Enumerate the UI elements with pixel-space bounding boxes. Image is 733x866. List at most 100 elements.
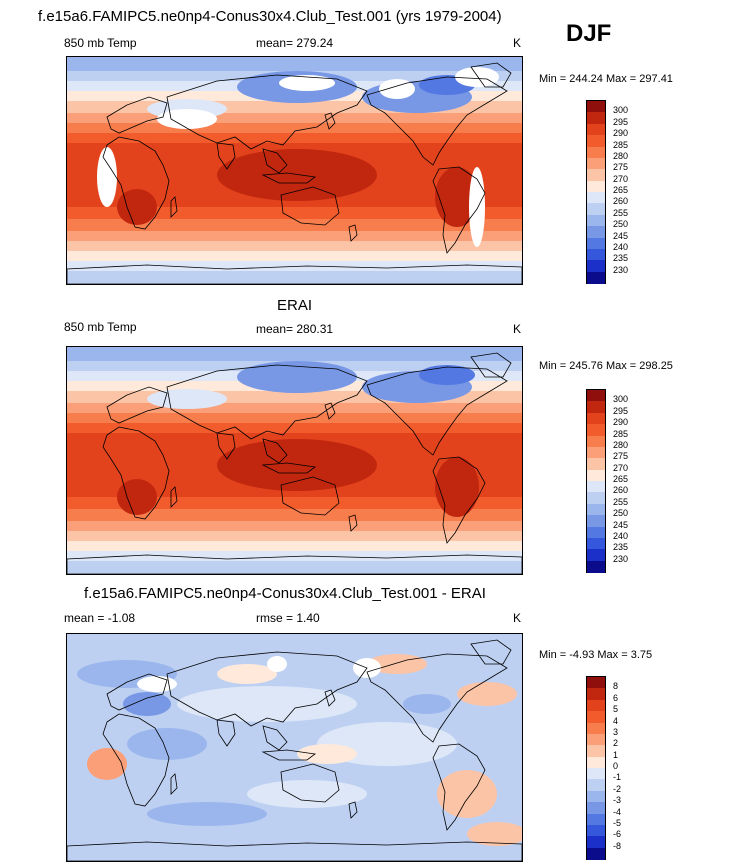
- colorbar-swatch: [587, 699, 605, 712]
- difference-blob: [127, 728, 207, 760]
- colorbar-tick-label: -5: [613, 817, 622, 828]
- colorbar-tick-label: 8: [613, 681, 619, 692]
- colorbar-tick-label: 275: [613, 162, 629, 173]
- season-label: DJF: [566, 20, 612, 47]
- colorbar-swatch: [587, 779, 605, 792]
- coastline-asia: [166, 364, 368, 440]
- warm-pool: [217, 439, 377, 491]
- colorbar-swatch: [587, 813, 605, 826]
- panel1-units: K: [513, 36, 522, 50]
- colorbar-tick-label: 2: [613, 738, 619, 749]
- coastline-namer: [366, 366, 508, 456]
- colorbar-tick-label: 245: [613, 519, 629, 530]
- temperature-band: [67, 261, 522, 271]
- colorbar-tick-label: 230: [613, 264, 629, 275]
- coastline-europe: [106, 673, 168, 711]
- colorbar-tick-label: 295: [613, 116, 629, 127]
- colorbar-tick-label: 255: [613, 496, 629, 507]
- colorbar-tick-label: 300: [613, 105, 629, 116]
- colorbar-swatch: [587, 112, 605, 125]
- colorbar-swatch: [587, 248, 605, 261]
- coastline-seasia: [262, 148, 288, 174]
- colorbar-swatch: [587, 688, 605, 701]
- coastline-india: [216, 142, 236, 170]
- cold-region: [147, 389, 227, 409]
- coastline-nz: [348, 801, 358, 819]
- panel2-minmax: Min = 245.76 Max = 298.25: [539, 360, 673, 372]
- coastline-africa: [102, 426, 170, 520]
- colorbar-tick-label: 265: [613, 474, 629, 484]
- coastline-asia: [166, 651, 368, 727]
- masked-area: [455, 67, 499, 87]
- colorbar-swatch: [587, 677, 605, 689]
- coastline-indon: [261, 172, 317, 184]
- temperature-band: [67, 347, 522, 361]
- colorbar-swatch: [587, 847, 605, 860]
- warm-pool: [217, 149, 377, 201]
- masked-area: [279, 75, 335, 91]
- panel3-colorbar: [586, 676, 606, 860]
- colorbar-swatch: [587, 790, 605, 803]
- coastline-namer: [366, 76, 508, 166]
- colorbar-tick-label: 3: [613, 726, 619, 737]
- coastline-antarc: [67, 264, 522, 284]
- masked-area: [267, 656, 287, 672]
- panel3-mean: mean = -1.08: [64, 611, 136, 625]
- colorbar-swatch: [587, 836, 605, 849]
- colorbar-swatch: [587, 492, 605, 505]
- coastline-africa: [102, 136, 170, 230]
- panel3-title: f.e15a6.FAMIPC5.ne0np4-Conus30x4.Club_Te…: [84, 585, 486, 602]
- colorbar-swatch: [587, 768, 605, 780]
- difference-blob: [297, 744, 357, 764]
- colorbar-tick-label: 295: [613, 405, 629, 416]
- coastline-madag: [170, 773, 178, 795]
- panel1-minmax: Min = 244.24 Max = 297.41: [539, 73, 673, 85]
- coastline-greenl: [470, 639, 512, 665]
- temperature-band: [67, 541, 522, 551]
- colorbar-tick-label: 240: [613, 241, 629, 252]
- colorbar-swatch: [587, 214, 605, 227]
- colorbar-tick-label: 250: [613, 219, 629, 230]
- masked-area: [469, 167, 485, 247]
- colorbar-tick-label: 5: [613, 704, 619, 715]
- colorbar-swatch: [587, 237, 605, 250]
- coastline-indon: [261, 462, 317, 474]
- colorbar-swatch: [587, 123, 605, 136]
- colorbar-swatch: [587, 446, 605, 459]
- temperature-band: [67, 521, 522, 531]
- colorbar-tick-label: -6: [613, 829, 622, 840]
- colorbar-tick-label: 260: [613, 485, 629, 496]
- colorbar-tick-label: 240: [613, 530, 629, 541]
- colorbar-tick-label: 270: [613, 462, 629, 473]
- temperature-band: [67, 113, 522, 123]
- colorbar-tick-label: 260: [613, 196, 629, 207]
- temperature-band: [67, 423, 522, 433]
- coastline-samer: [432, 166, 486, 254]
- colorbar-tick-label: 280: [613, 150, 629, 161]
- coastline-austr: [280, 763, 340, 803]
- colorbar-swatch: [587, 481, 605, 493]
- colorbar-tick-label: 4: [613, 715, 619, 726]
- panel1-map: [66, 56, 523, 285]
- colorbar-tick-label: 255: [613, 207, 629, 218]
- colorbar-tick-label: 1: [613, 749, 619, 760]
- temperature-band: [67, 509, 522, 521]
- cold-region: [237, 361, 357, 393]
- panel2-variable-label: 850 mb Temp: [64, 320, 137, 334]
- colorbar-tick-label: 290: [613, 128, 629, 139]
- colorbar-tick-label: -4: [613, 806, 622, 817]
- coastline-seasia: [262, 725, 288, 751]
- colorbar-tick-label: 0: [613, 761, 619, 771]
- colorbar-swatch: [587, 756, 605, 769]
- colorbar-tick-label: -1: [613, 772, 622, 783]
- colorbar-tick-label: 275: [613, 451, 629, 462]
- colorbar-swatch: [587, 802, 605, 814]
- coastline-japan: [324, 689, 336, 707]
- warm-pool: [435, 167, 479, 227]
- coastline-austr: [280, 186, 340, 226]
- temperature-band: [67, 271, 522, 284]
- panel1-variable-label: 850 mb Temp: [64, 36, 137, 50]
- panel2-colorbar: [586, 389, 606, 573]
- panel2-title: ERAI: [277, 297, 313, 314]
- colorbar-swatch: [587, 192, 605, 204]
